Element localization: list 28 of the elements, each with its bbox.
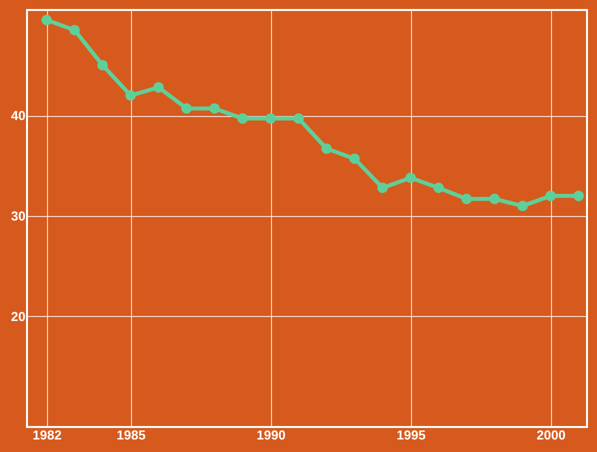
y-tick-label: 40 — [11, 108, 26, 124]
point — [461, 194, 472, 204]
point — [69, 24, 80, 36]
point — [321, 143, 332, 154]
point — [293, 113, 304, 124]
point — [153, 82, 164, 93]
point — [433, 182, 444, 194]
point — [349, 153, 360, 164]
point — [41, 14, 52, 26]
y-tick-label: 30 — [11, 208, 26, 224]
point — [209, 103, 220, 114]
x-tick-label: 2000 — [536, 428, 566, 442]
point — [377, 182, 388, 194]
point — [517, 200, 528, 212]
point — [489, 194, 500, 204]
point — [125, 90, 136, 101]
point — [545, 190, 556, 202]
point — [237, 113, 248, 124]
x-tick-label: 1990 — [256, 428, 286, 442]
point — [573, 190, 584, 202]
x-tick-label: 1995 — [396, 428, 426, 442]
x-tick-label: 1985 — [116, 428, 146, 442]
y-tick-label: 20 — [11, 308, 26, 324]
point — [265, 113, 276, 124]
point — [405, 172, 416, 184]
point — [97, 60, 108, 70]
point — [181, 103, 192, 114]
x-tick-label: 1982 — [32, 428, 62, 442]
